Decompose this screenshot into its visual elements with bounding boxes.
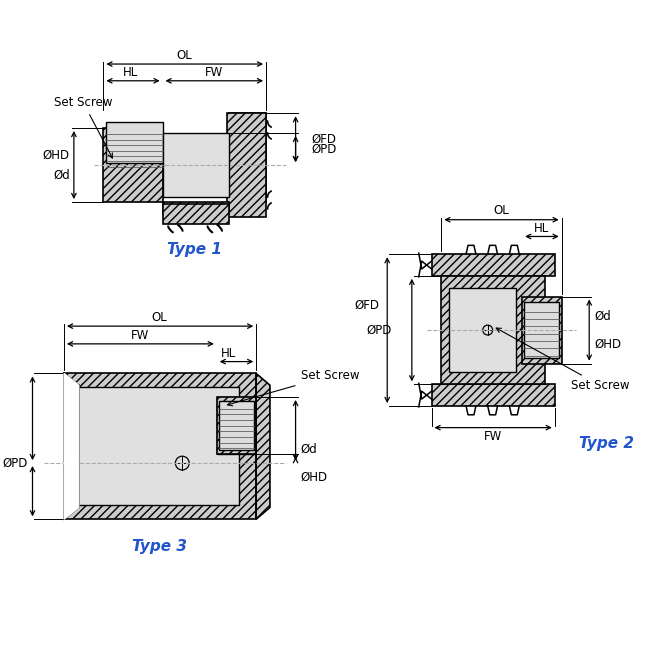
- Bar: [67, 387, 239, 505]
- Text: ØHD: ØHD: [594, 338, 621, 350]
- Text: ØHD: ØHD: [301, 470, 328, 483]
- Text: ØHD: ØHD: [43, 149, 70, 161]
- Text: ØPD: ØPD: [312, 143, 337, 155]
- Bar: [163, 133, 228, 197]
- Text: Set Screw: Set Screw: [496, 328, 630, 392]
- Bar: [431, 385, 555, 406]
- Text: ØPD: ØPD: [2, 456, 27, 470]
- Bar: [228, 113, 266, 202]
- Text: FW: FW: [484, 430, 502, 443]
- Text: Type 1: Type 1: [167, 242, 222, 257]
- Text: HL: HL: [123, 66, 137, 80]
- Text: ØFD: ØFD: [354, 299, 379, 312]
- Bar: [431, 254, 555, 276]
- Text: FW: FW: [131, 328, 149, 342]
- Text: OL: OL: [177, 49, 192, 62]
- Bar: [218, 401, 254, 450]
- Bar: [450, 287, 517, 373]
- Text: Type 3: Type 3: [132, 539, 187, 554]
- Bar: [217, 397, 256, 454]
- Text: HL: HL: [221, 347, 237, 360]
- Polygon shape: [256, 373, 270, 519]
- Text: Type 2: Type 2: [580, 436, 634, 451]
- Bar: [442, 276, 545, 385]
- Text: Ød: Ød: [53, 168, 70, 182]
- Polygon shape: [64, 373, 79, 519]
- Text: Ød: Ød: [301, 443, 318, 456]
- Text: OL: OL: [494, 204, 509, 217]
- Text: Set Screw: Set Screw: [54, 96, 113, 158]
- Text: ØPD: ØPD: [366, 324, 392, 336]
- Text: Set Screw: Set Screw: [228, 369, 359, 406]
- Bar: [107, 122, 163, 163]
- Text: HL: HL: [534, 222, 549, 235]
- Bar: [163, 204, 228, 224]
- Text: OL: OL: [151, 311, 168, 324]
- Bar: [522, 297, 561, 364]
- Bar: [163, 202, 228, 214]
- Text: Ød: Ød: [594, 310, 611, 323]
- Bar: [524, 302, 559, 358]
- Bar: [217, 397, 261, 454]
- Text: ØFD: ØFD: [312, 133, 336, 145]
- Bar: [103, 128, 163, 202]
- Bar: [64, 373, 256, 519]
- Text: FW: FW: [205, 66, 223, 80]
- Bar: [226, 113, 266, 217]
